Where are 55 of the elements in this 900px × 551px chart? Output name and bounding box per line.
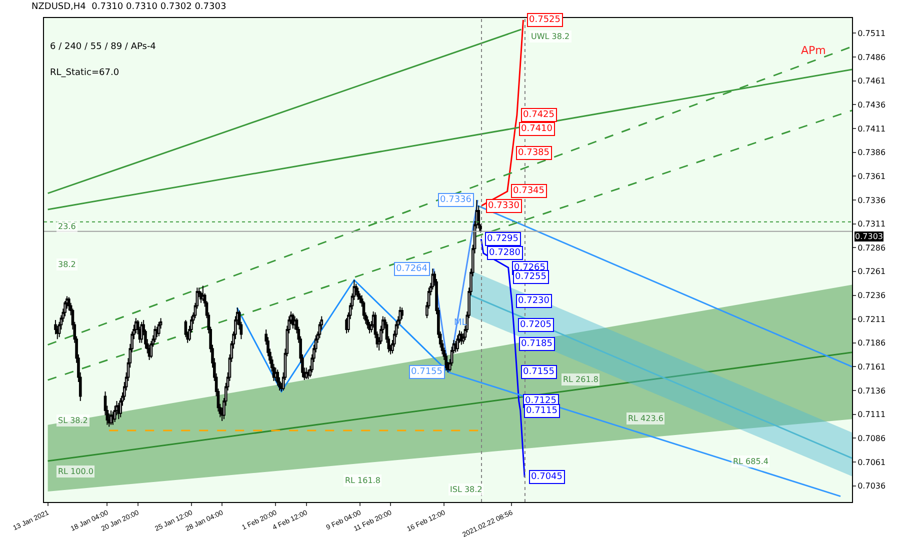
data-label: 0.7125	[525, 396, 556, 406]
y-tick-label: 0.7061	[858, 458, 886, 467]
y-tick-label: 0.7336	[858, 196, 886, 205]
y-tick-label: 0.7111	[858, 410, 886, 420]
data-label: 0.7525	[529, 15, 560, 25]
data-label: 0.7280	[489, 248, 521, 258]
annotation: ISL 38.2	[450, 485, 482, 494]
data-label: 0.7115	[526, 406, 558, 416]
data-label: 0.7155	[523, 367, 554, 377]
y-tick-label: 0.7511	[858, 29, 886, 38]
annotation: 23.6	[58, 222, 76, 231]
data-label: 0.7230	[518, 296, 550, 306]
y-tick-label: 0.7286	[858, 243, 886, 252]
y-tick-label: 0.7486	[858, 52, 886, 62]
y-tick-label: 0.7361	[858, 172, 886, 181]
data-label: 0.7410	[521, 124, 553, 134]
annotation: RL 423.6	[628, 414, 664, 423]
y-tick-label: 0.7136	[858, 386, 886, 396]
y-tick-label: 0.7461	[858, 76, 886, 86]
data-label: 0.7385	[518, 148, 550, 158]
ref-line-label: 0.7303	[855, 232, 883, 241]
y-tick-label: 0.7186	[858, 338, 886, 348]
data-label: 0.7205	[520, 320, 552, 330]
annotation: RL 161.8	[345, 476, 380, 485]
data-label: 0.7185	[521, 339, 552, 349]
y-tick-label: 0.7411	[858, 124, 886, 134]
chart-title: NZDUSD,H4 0.7310 0.7310 0.7302 0.7303	[32, 2, 226, 12]
y-tick-label: 0.7086	[858, 434, 886, 443]
y-tick-label: 0.7036	[858, 482, 886, 491]
y-tick-label: 0.7261	[858, 267, 886, 276]
y-tick-label: 0.7386	[858, 148, 886, 158]
data-label: 0.7295	[487, 234, 518, 244]
annotation: APm	[801, 44, 826, 57]
annotation: 38.2	[58, 260, 76, 269]
text: 6 / 240 / 55 / 89 / APs-4	[50, 42, 156, 52]
annotation: SL 38.2	[58, 416, 88, 425]
data-label: 0.7330	[488, 201, 520, 211]
data-label: 0.7155	[411, 367, 442, 377]
y-tick-label: 0.7311	[858, 220, 886, 229]
annotation: RL 100.0	[58, 467, 94, 476]
y-tick-label: 0.7161	[858, 362, 886, 372]
y-tick-label: 0.7436	[858, 100, 886, 110]
data-label: 0.7336	[440, 195, 472, 205]
data-label: 0.7265	[514, 263, 546, 273]
y-tick-label: 0.7211	[858, 314, 886, 324]
annotation: UWL 38.2	[531, 32, 570, 41]
data-label: 0.7045	[531, 472, 562, 482]
data-label: 0.7264	[396, 264, 428, 274]
data-label: 0.7255	[515, 272, 546, 282]
annotation: RL 685.4	[733, 457, 768, 466]
data-label: 0.7425	[523, 110, 554, 120]
data-label: 0.7345	[513, 186, 544, 196]
annotation: RL 261.8	[563, 375, 598, 384]
annotation: RL_Static=67.0	[50, 68, 120, 78]
y-tick-label: 0.7236	[858, 291, 886, 300]
